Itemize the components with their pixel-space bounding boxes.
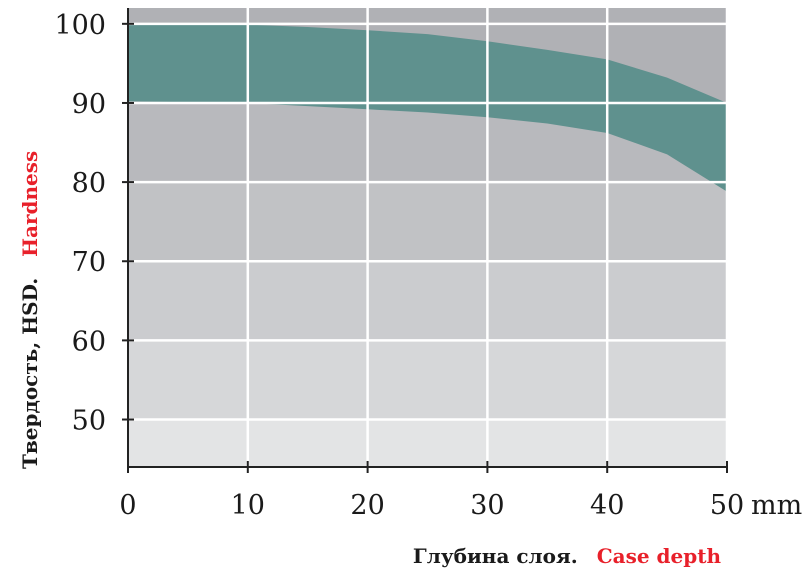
background-band <box>128 340 727 420</box>
y-tick-label: 70 <box>72 247 106 278</box>
y-tick-label: 60 <box>72 326 106 357</box>
y-tick-label: 100 <box>54 10 106 41</box>
x-tick-label: 30 <box>470 490 504 521</box>
axes <box>122 8 728 473</box>
x-tick-label: 50 <box>710 490 744 521</box>
x-tick-labels: 0 10 20 30 40 50 <box>119 490 744 521</box>
x-tick-label: 10 <box>231 490 265 521</box>
grid-lines <box>128 8 729 467</box>
x-tick-label: 0 <box>119 490 136 521</box>
x-tick-label: 40 <box>590 490 624 521</box>
x-tick-label: 20 <box>350 490 384 521</box>
hardness-range-area <box>128 23 727 192</box>
x-unit-label: mm <box>751 490 802 521</box>
y-tick-label: 50 <box>72 406 106 437</box>
y-tick-label: 90 <box>72 89 106 120</box>
y-axis-title-ru: Твердость, HSD. <box>18 278 42 469</box>
x-axis-title: Глубина слоя. Case depth <box>413 544 722 568</box>
background-band <box>128 182 727 262</box>
background-band <box>128 419 727 467</box>
background-band <box>128 261 727 341</box>
x-axis-title-en: Case depth <box>597 544 722 568</box>
x-axis-title-ru: Глубина слоя. <box>413 544 578 568</box>
hardness-band <box>128 23 727 192</box>
y-axis-title: Твердость, HSD. Hardness <box>18 151 42 469</box>
y-tick-labels: 50 60 70 80 90 100 <box>54 10 106 437</box>
y-tick-label: 80 <box>72 168 106 199</box>
y-axis-title-en: Hardness <box>18 151 42 257</box>
